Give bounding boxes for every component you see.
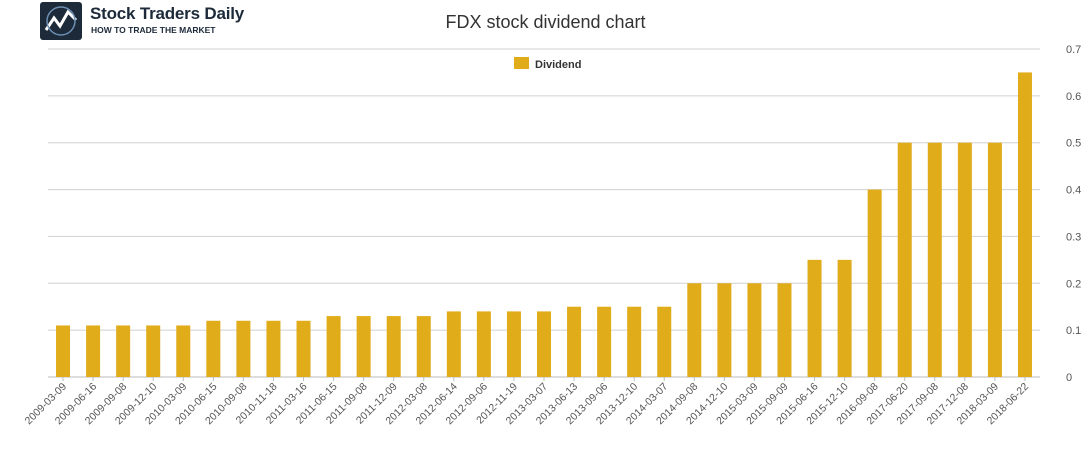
logo-title: Stock Traders Daily <box>90 4 244 23</box>
y-tick-label: 0.1 <box>1066 325 1081 337</box>
logo-chart-icon <box>40 2 82 40</box>
dividend-bar <box>56 325 71 377</box>
dividend-bar <box>837 259 852 377</box>
dividend-bar <box>1017 72 1032 377</box>
dividend-bar <box>807 259 822 377</box>
dividend-bar <box>867 189 882 377</box>
dividend-bar <box>266 320 281 377</box>
dividend-bar <box>627 306 642 377</box>
dividend-bar <box>957 142 972 377</box>
dividend-bar <box>206 320 221 377</box>
dividend-bar <box>597 306 612 377</box>
logo-subtitle: HOW TO TRADE THE MARKET <box>91 25 216 35</box>
chart-title: FDX stock dividend chart <box>445 12 646 32</box>
dividend-bar <box>116 325 131 377</box>
legend: Dividend <box>514 57 581 71</box>
dividend-bar <box>927 142 942 377</box>
dividend-bar <box>717 283 732 377</box>
logo: Stock Traders Daily HOW TO TRADE THE MAR… <box>40 2 244 42</box>
y-tick-label: 0.3 <box>1066 231 1081 243</box>
dividend-bar <box>657 306 672 377</box>
dividend-bar <box>356 316 371 377</box>
dividend-bar <box>747 283 762 377</box>
dividend-bar <box>416 316 431 377</box>
dividend-bar <box>296 320 311 377</box>
y-tick-label: 0.2 <box>1066 278 1081 290</box>
y-tick-label: 0.4 <box>1066 185 1081 197</box>
dividend-bar <box>326 316 341 377</box>
dividend-bar <box>777 283 792 377</box>
legend-swatch <box>514 57 529 69</box>
dividend-bar <box>386 316 401 377</box>
y-tick-label: 0.7 <box>1066 44 1081 56</box>
y-tick-label: 0.5 <box>1066 138 1081 150</box>
legend-label: Dividend <box>535 59 581 71</box>
y-tick-label: 0.6 <box>1066 91 1081 103</box>
dividend-bar <box>476 311 491 377</box>
dividend-bar <box>146 325 161 377</box>
dividend-bar <box>537 311 551 377</box>
y-tick-label: 0 <box>1066 372 1072 384</box>
dividend-bar <box>86 325 101 377</box>
dividend-bar <box>897 142 912 377</box>
dividend-bar <box>236 320 251 377</box>
dividend-bar <box>987 142 1002 377</box>
dividend-bar <box>176 325 191 377</box>
dividend-bar <box>446 311 461 377</box>
dividend-bar <box>567 306 582 377</box>
dividend-bar <box>506 311 521 377</box>
dividend-bar <box>687 283 702 377</box>
